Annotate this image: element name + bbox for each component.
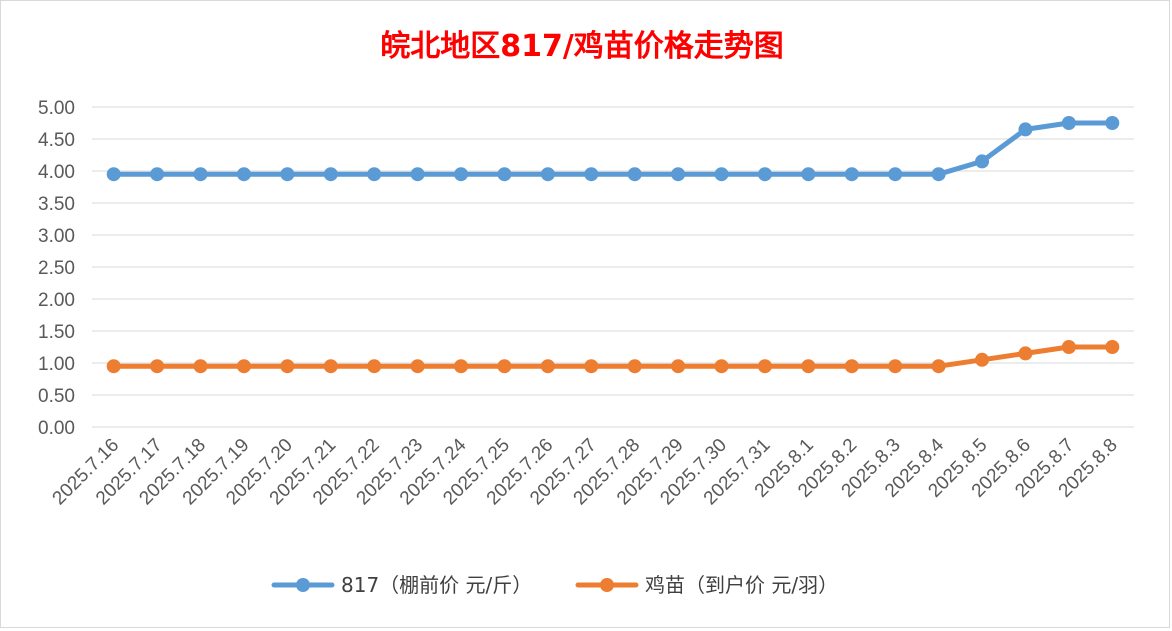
series-line (111, 344, 1115, 369)
data-point (106, 359, 121, 374)
data-point (236, 167, 251, 182)
y-axis-tick-labels: 0.00 0.50 1.00 1.50 2.00 2.50 3.00 3.50 4.00 4.50… (38, 98, 75, 439)
y-tick-label: 4.50 (38, 130, 75, 151)
legend: 817（棚前价 元/斤） 鸡苗（到户价 元/羽） (271, 573, 838, 597)
data-point (410, 359, 425, 374)
data-point (454, 359, 469, 374)
data-point (1018, 122, 1033, 137)
data-point (1018, 346, 1033, 361)
y-tick-label: 4.00 (38, 162, 75, 183)
data-point (497, 359, 512, 374)
data-point (975, 352, 990, 367)
legend-item: 817（棚前价 元/斤） (271, 573, 532, 597)
data-point (627, 167, 642, 182)
series-line (111, 120, 1115, 177)
legend-item: 鸡苗（到户价 元/羽） (575, 573, 838, 597)
data-point (367, 167, 382, 182)
data-point (106, 167, 121, 182)
data-point (584, 167, 599, 182)
data-point (844, 359, 859, 374)
data-point (1105, 116, 1120, 130)
y-tick-label: 0.50 (38, 386, 75, 407)
legend-label: 鸡苗（到户价 元/羽） (645, 573, 838, 597)
data-point (323, 167, 338, 182)
y-tick-label: 3.50 (38, 194, 75, 215)
y-tick-label: 2.50 (38, 258, 75, 279)
data-point (1061, 340, 1076, 354)
y-tick-label: 3.00 (38, 226, 75, 247)
data-point (671, 167, 686, 182)
data-point (931, 167, 946, 182)
data-point (1061, 116, 1076, 130)
data-point (410, 167, 425, 182)
data-point (714, 167, 729, 182)
data-point (193, 167, 208, 182)
x-axis-tick-labels: 2025.7.162025.7.172025.7.182025.7.192025… (49, 434, 1122, 509)
data-point (888, 359, 903, 374)
data-point (454, 167, 469, 182)
data-point (801, 167, 816, 182)
data-point (757, 167, 772, 182)
data-point (236, 359, 251, 374)
data-point (1105, 340, 1120, 354)
grid-lines (92, 106, 1134, 428)
series-lines (106, 116, 1120, 374)
data-point (714, 359, 729, 374)
y-tick-label: 5.00 (38, 98, 75, 119)
legend-marker (600, 578, 614, 592)
legend-marker (296, 578, 310, 592)
data-point (801, 359, 816, 374)
data-point (540, 359, 555, 374)
data-point (323, 359, 338, 374)
y-tick-label: 1.50 (38, 322, 75, 343)
data-point (367, 359, 382, 374)
legend-label: 817（棚前价 元/斤） (341, 573, 532, 597)
data-point (931, 359, 946, 374)
data-point (150, 167, 165, 182)
y-tick-label: 0.00 (38, 418, 75, 439)
data-point (627, 359, 642, 374)
series-1 (106, 116, 1120, 182)
y-tick-label: 1.00 (38, 354, 75, 375)
data-point (193, 359, 208, 374)
data-point (975, 154, 990, 169)
data-point (150, 359, 165, 374)
series-2 (106, 340, 1120, 374)
data-point (280, 359, 295, 374)
data-point (497, 167, 512, 182)
data-point (280, 167, 295, 182)
y-tick-label: 2.00 (38, 290, 75, 311)
data-point (671, 359, 686, 374)
data-point (540, 167, 555, 182)
data-point (844, 167, 859, 182)
data-point (584, 359, 599, 374)
chart-title: 皖北地区817/鸡苗价格走势图 (380, 29, 784, 64)
data-point (888, 167, 903, 182)
data-point (757, 359, 772, 374)
